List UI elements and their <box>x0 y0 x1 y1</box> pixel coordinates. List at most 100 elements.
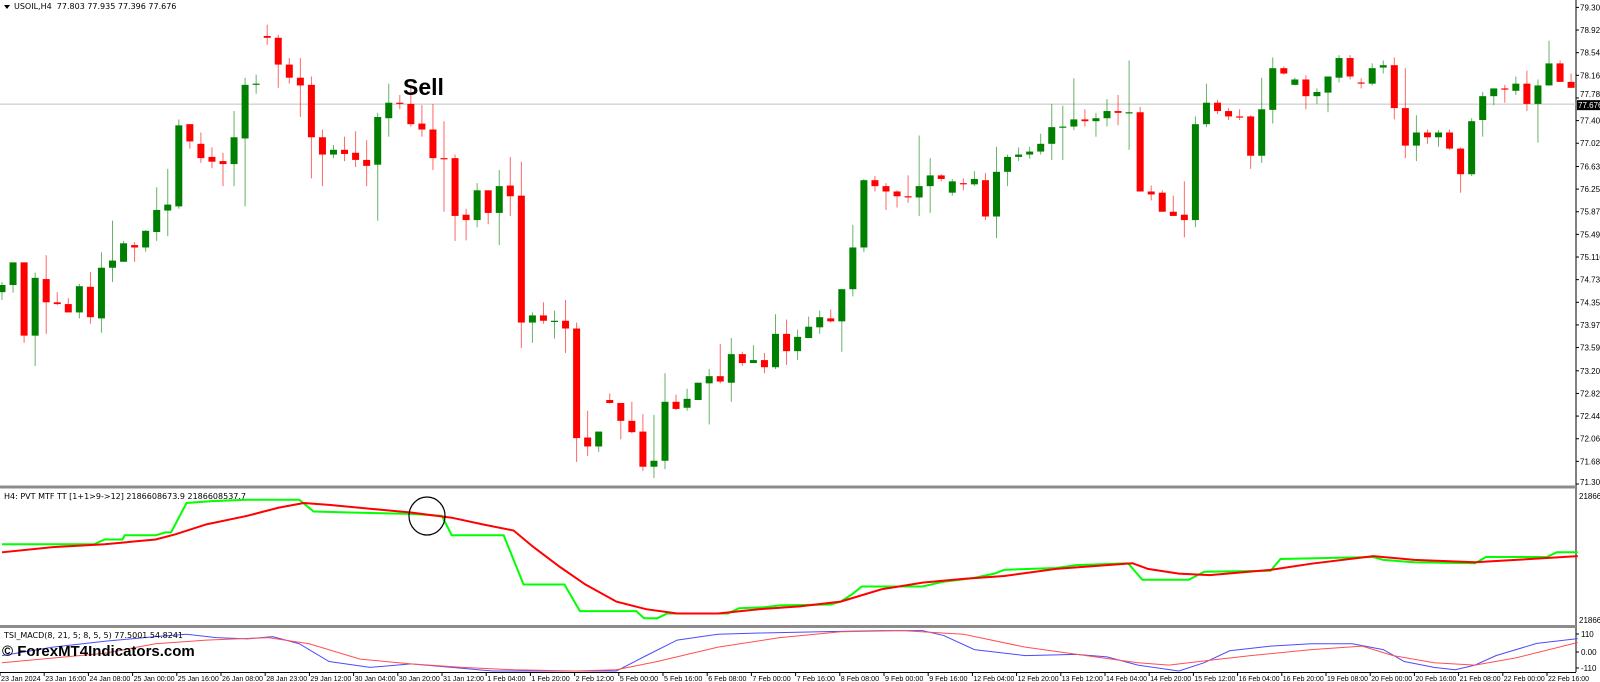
candle-body <box>683 398 691 408</box>
bullish-candle <box>528 312 536 343</box>
time-tick-label: 12 Feb 20:00 <box>1018 674 1059 682</box>
bearish-candle <box>893 190 901 208</box>
candle-body <box>385 102 393 119</box>
candle-body <box>1236 116 1244 118</box>
price-tick-label: 72.820 <box>1580 389 1600 398</box>
bearish-candle <box>871 175 879 192</box>
time-tick-label: 15 Feb 12:00 <box>1194 674 1235 682</box>
candle-body <box>517 195 525 323</box>
bullish-candle <box>1092 112 1100 137</box>
bearish-candle <box>1214 99 1221 115</box>
candle-body <box>1169 211 1177 216</box>
bullish-candle <box>1004 154 1012 187</box>
bullish-candle <box>993 146 1000 238</box>
bullish-candle <box>385 83 393 137</box>
bearish-candle <box>64 298 72 313</box>
time-tick-label: 5 Feb 00:00 <box>620 674 658 682</box>
candle-body <box>1214 102 1221 112</box>
candle-body <box>1368 68 1376 84</box>
candle-body <box>993 171 1000 217</box>
bearish-candle <box>1081 109 1089 127</box>
bullish-candle <box>694 382 702 400</box>
bullish-candle <box>142 230 150 252</box>
candle-body <box>1390 65 1398 109</box>
candle-body <box>772 333 779 368</box>
candle-body <box>1423 132 1431 138</box>
candle-body <box>1490 88 1498 97</box>
candle-body <box>794 336 802 352</box>
candle-body <box>86 286 94 318</box>
pvt-slow-line <box>1 502 1578 615</box>
bullish-candle <box>252 74 260 94</box>
time-tick-label: 21 Feb 08:00 <box>1460 674 1501 682</box>
bullish-candle <box>1059 105 1067 160</box>
crossover-circle-annotation <box>408 496 446 536</box>
candle-body <box>53 302 61 305</box>
bearish-candle <box>263 24 271 45</box>
bullish-candle <box>175 119 183 209</box>
price-tick-label: 79.300 <box>1580 3 1600 12</box>
bearish-candle <box>1147 185 1155 201</box>
bullish-candle <box>120 240 128 262</box>
bullish-candle <box>1313 88 1321 104</box>
bearish-candle <box>1158 190 1166 212</box>
price-axis: 79.300 78.920 78.540 78.160 77.780 77.400 77.0… <box>1576 3 1600 673</box>
candle-body <box>1567 81 1575 88</box>
candle-body <box>882 186 890 192</box>
bearish-candle <box>1302 75 1310 110</box>
candle-body <box>860 180 868 248</box>
bullish-candle <box>230 111 238 187</box>
bearish-candle <box>307 76 315 179</box>
time-tick-label: 7 Feb 16:00 <box>797 674 835 682</box>
candle-body <box>1158 192 1166 212</box>
candle-body <box>1059 126 1067 128</box>
candle-body <box>318 137 326 155</box>
candle-body <box>981 180 989 217</box>
bearish-candle <box>1567 73 1575 88</box>
candlestick-series <box>0 24 1575 479</box>
price-tick-label: 75.490 <box>1580 230 1600 239</box>
bearish-candle <box>462 208 470 241</box>
bearish-candle <box>882 183 890 210</box>
collapse-triangle-icon[interactable] <box>4 4 10 9</box>
bearish-candle <box>1401 68 1409 159</box>
bullish-candle <box>0 282 6 300</box>
bearish-candle <box>20 262 28 343</box>
candle-body <box>1202 102 1210 125</box>
candle-body <box>1125 112 1133 114</box>
candle-body <box>1512 83 1520 91</box>
time-tick-label: 28 Jan 23:00 <box>266 674 307 682</box>
candle-body <box>617 402 625 421</box>
candle-body <box>396 102 404 104</box>
bullish-candle <box>1335 55 1343 83</box>
candle-body <box>0 285 6 293</box>
bullish-candle <box>1490 88 1498 106</box>
candle-body <box>1258 109 1266 156</box>
time-tick-label: 25 Jan 16:00 <box>178 674 219 682</box>
time-tick-label: 14 Feb 20:00 <box>1150 674 1191 682</box>
price-tick-label: 77.400 <box>1580 117 1600 126</box>
time-tick-label: 29 Jan 12:00 <box>310 674 351 682</box>
candle-body <box>1280 68 1288 74</box>
bullish-candle <box>749 345 757 364</box>
time-tick-label: 1 Feb 20:00 <box>531 674 569 682</box>
bullish-candle <box>1269 57 1277 124</box>
candle-body <box>1026 151 1034 155</box>
bullish-candle <box>838 289 846 352</box>
bullish-candle <box>1202 83 1210 128</box>
candle-body <box>109 260 116 268</box>
bearish-candle <box>274 34 282 88</box>
candle-body <box>274 37 282 65</box>
bearish-candle <box>1446 129 1454 150</box>
candle-body <box>97 267 105 319</box>
candle-body <box>805 326 813 339</box>
time-tick-label: 20 Feb 00:00 <box>1371 674 1412 682</box>
candle-body <box>374 117 382 165</box>
candle-body <box>1534 85 1542 104</box>
candle-body <box>970 178 978 185</box>
bearish-candle <box>981 173 989 221</box>
candle-body <box>606 399 614 403</box>
candle-body <box>473 190 481 221</box>
bullish-candle <box>1015 147 1023 162</box>
chart-frame <box>0 0 1577 673</box>
